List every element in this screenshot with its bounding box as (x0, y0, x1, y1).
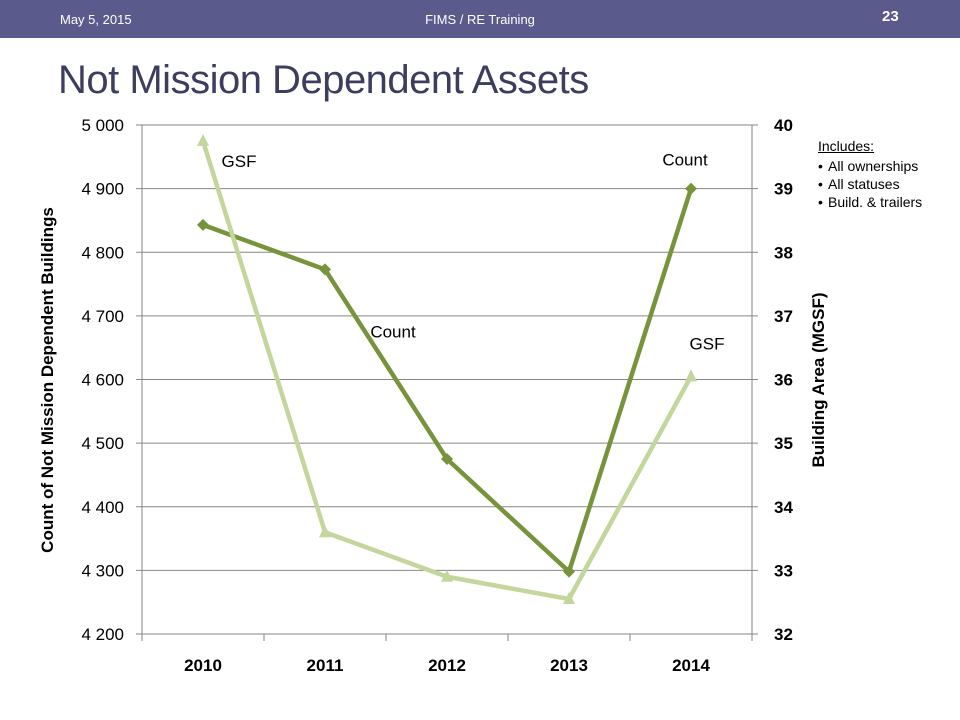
slide-title: Not Mission Dependent Assets (58, 58, 589, 102)
data-point-count (319, 263, 331, 276)
header-bar: May 5, 2015 FIMS / RE Training 23 (0, 0, 960, 38)
right-axis-tick-label: 35 (774, 434, 793, 453)
left-axis-tick-label: 4 200 (81, 625, 124, 644)
page-number: 23 (882, 8, 899, 25)
series-line-gsf (200, 140, 693, 602)
x-axis-tick-label: 2014 (672, 656, 710, 675)
series-line-count (202, 187, 694, 574)
right-axis-tick-label: 32 (774, 625, 793, 644)
left-axis-tick-label: 4 600 (81, 371, 124, 390)
left-axis-tick-label: 4 900 (81, 180, 124, 199)
right-axis-tick-label: 39 (774, 180, 793, 199)
series-annotation: GSF (222, 152, 257, 171)
data-point-count (563, 565, 575, 578)
data-point-gsf (685, 369, 697, 382)
series-annotation: Count (662, 151, 708, 170)
series-annotation: Count (370, 322, 416, 341)
header-date: May 5, 2015 (60, 12, 132, 27)
data-point-count (441, 453, 453, 466)
x-axis-tick-label: 2013 (550, 656, 588, 675)
x-axis-tick-label: 2010 (184, 656, 222, 675)
right-axis-tick-label: 36 (774, 371, 793, 390)
left-axis-tick-label: 4 500 (81, 434, 124, 453)
data-point-gsf (319, 525, 331, 538)
x-axis-tick-label: 2011 (307, 656, 344, 675)
data-point-count (197, 218, 209, 231)
data-point-count (685, 182, 697, 195)
left-axis-tick-label: 4 400 (81, 498, 124, 517)
includes-heading: Includes: (818, 137, 958, 155)
left-axis-tick-label: 4 800 (81, 243, 124, 262)
left-axis-title: Count of Not Mission Dependent Buildings (38, 207, 57, 553)
series-annotation: GSF (690, 334, 725, 353)
data-point-gsf (441, 569, 453, 582)
includes-item: All statuses (818, 175, 958, 193)
right-axis-title: Building Area (MGSF) (809, 292, 828, 467)
includes-list: All ownerships All statuses Build. & tra… (818, 157, 958, 211)
includes-note: Includes: All ownerships All statuses Bu… (818, 137, 958, 211)
data-point-gsf (563, 592, 575, 605)
includes-item: Build. & trailers (818, 193, 958, 211)
includes-heading-text: Includes (818, 138, 871, 154)
right-axis-tick-label: 34 (774, 498, 793, 517)
right-axis-tick-label: 38 (774, 243, 793, 262)
left-axis-tick-label: 5 000 (81, 116, 124, 135)
right-axis-tick-label: 37 (774, 307, 793, 326)
data-point-gsf (197, 133, 209, 146)
x-axis-tick-label: 2012 (428, 656, 466, 675)
includes-item: All ownerships (818, 157, 958, 175)
left-axis-tick-label: 4 300 (81, 561, 124, 580)
left-axis-tick-label: 4 700 (81, 307, 124, 326)
right-axis-tick-label: 40 (774, 116, 793, 135)
includes-heading-colon: : (870, 138, 875, 154)
right-axis-tick-label: 33 (774, 561, 793, 580)
header-course-name: FIMS / RE Training (425, 12, 535, 27)
